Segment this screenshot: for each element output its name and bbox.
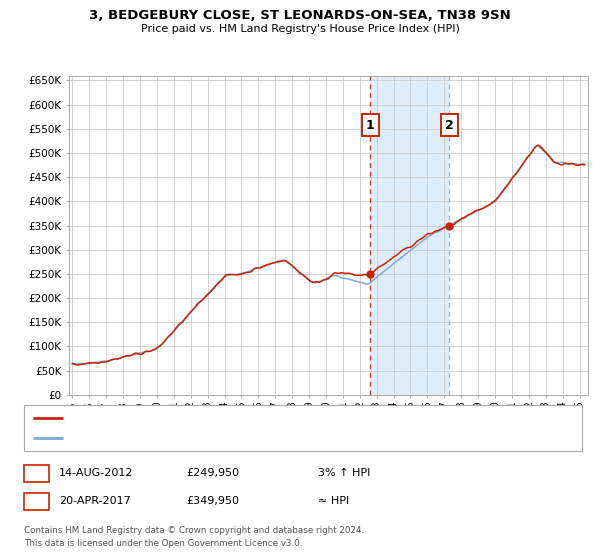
Text: Price paid vs. HM Land Registry's House Price Index (HPI): Price paid vs. HM Land Registry's House … xyxy=(140,24,460,34)
Text: ≈ HPI: ≈ HPI xyxy=(318,496,349,506)
Text: 14-AUG-2012: 14-AUG-2012 xyxy=(59,468,133,478)
Text: 2: 2 xyxy=(33,496,40,506)
Text: 2: 2 xyxy=(445,119,454,132)
Text: £349,950: £349,950 xyxy=(186,496,239,506)
Text: HPI: Average price, detached house, Hastings: HPI: Average price, detached house, Hast… xyxy=(69,433,297,443)
Text: 3, BEDGEBURY CLOSE, ST LEONARDS-ON-SEA, TN38 9SN: 3, BEDGEBURY CLOSE, ST LEONARDS-ON-SEA, … xyxy=(89,9,511,22)
Text: Contains HM Land Registry data © Crown copyright and database right 2024.: Contains HM Land Registry data © Crown c… xyxy=(24,526,364,535)
Text: 1: 1 xyxy=(33,468,40,478)
Text: 20-APR-2017: 20-APR-2017 xyxy=(59,496,131,506)
Text: 3, BEDGEBURY CLOSE, ST LEONARDS-ON-SEA, TN38 9SN (detached house): 3, BEDGEBURY CLOSE, ST LEONARDS-ON-SEA, … xyxy=(69,413,443,423)
Text: £249,950: £249,950 xyxy=(186,468,239,478)
Text: This data is licensed under the Open Government Licence v3.0.: This data is licensed under the Open Gov… xyxy=(24,539,302,548)
Bar xyxy=(370,76,449,395)
Text: 1: 1 xyxy=(366,119,374,132)
Text: 3% ↑ HPI: 3% ↑ HPI xyxy=(318,468,370,478)
